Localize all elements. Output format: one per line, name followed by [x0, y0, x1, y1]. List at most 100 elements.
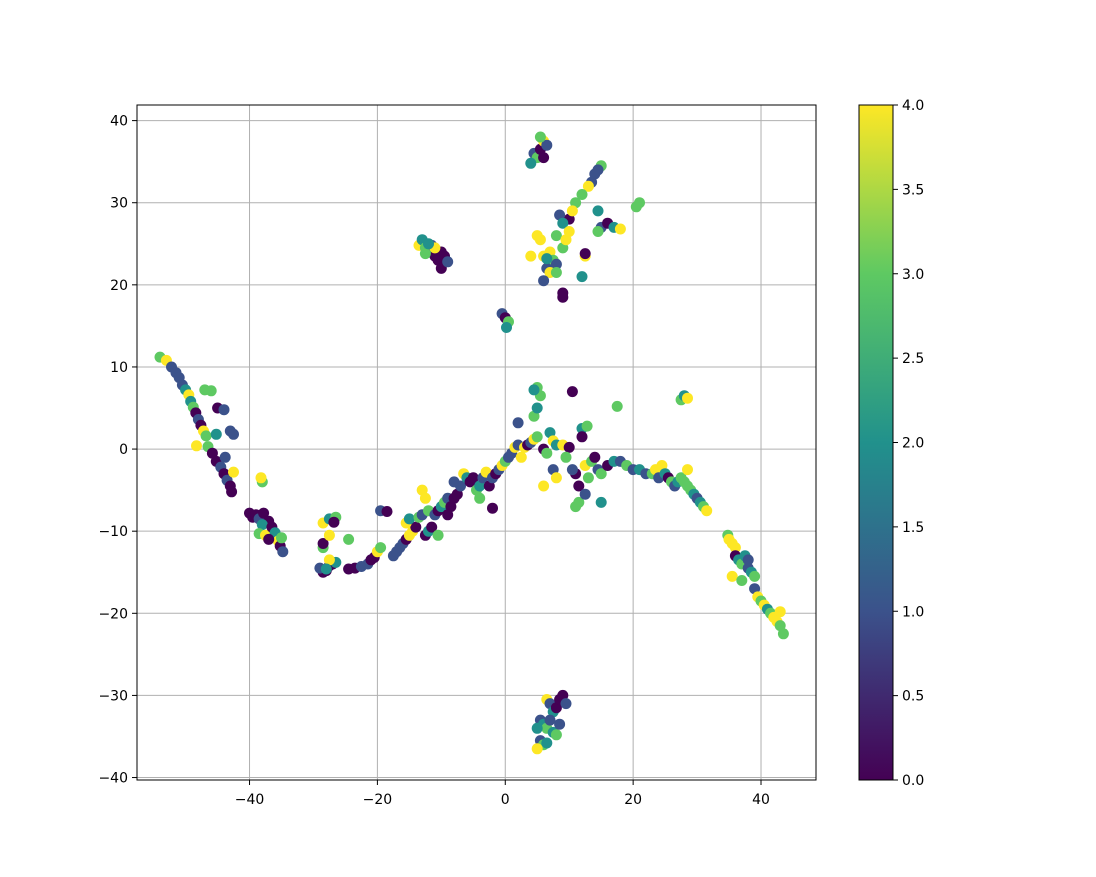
scatter-point: [582, 472, 594, 484]
scatter-point: [544, 714, 556, 726]
scatter-point: [226, 486, 238, 498]
scatter-point: [576, 271, 588, 283]
scatter-point: [538, 480, 550, 492]
scatter-point: [701, 505, 713, 517]
y-tick-label: −30: [98, 688, 128, 704]
y-axis: −40 −30 −20 −10 0 10 20 30 40: [98, 114, 137, 787]
scatter-point: [528, 384, 540, 396]
scatter-point: [531, 431, 543, 443]
x-tick-label: 40: [752, 792, 770, 808]
scatter-point: [570, 501, 582, 513]
scatter-point: [541, 737, 553, 749]
y-tick-label: 30: [110, 196, 128, 212]
scatter-point: [550, 258, 562, 270]
scatter-point: [566, 464, 578, 476]
scatter-point: [467, 472, 479, 484]
scatter-point: [534, 234, 546, 246]
colorbar-tick-label: 1.0: [902, 604, 924, 620]
colorbar-tick-label: 0.5: [902, 689, 924, 705]
scatter-point: [592, 205, 604, 217]
scatter-point: [774, 606, 786, 618]
y-tick-label: −10: [98, 524, 128, 540]
scatter-point: [554, 718, 566, 730]
scatter-point: [566, 205, 578, 217]
scatter-point: [538, 152, 550, 164]
scatter-point: [218, 404, 230, 416]
scatter-point: [455, 480, 466, 492]
scatter-point: [419, 248, 431, 260]
scatter-point: [515, 451, 527, 463]
scatter-point: [501, 322, 512, 333]
x-axis: −40 −20 0 20 40: [235, 780, 770, 808]
scatter-point: [423, 238, 434, 250]
scatter-point: [557, 291, 569, 303]
colorbar-tick-label: 2.0: [902, 436, 924, 452]
scatter-point: [560, 698, 572, 710]
scatter-point: [581, 420, 593, 432]
y-tick-label: 0: [119, 442, 128, 458]
scatter-point: [682, 464, 693, 476]
scatter-point: [579, 488, 591, 500]
scatter-point: [328, 516, 340, 528]
scatter-point: [442, 256, 454, 268]
scatter-point: [777, 628, 789, 640]
x-tick-label: 20: [624, 792, 642, 808]
colorbar-tick-label: 2.5: [902, 351, 924, 367]
colorbar-tick-label: 3.5: [902, 182, 924, 198]
colorbar-tick-label: 1.5: [902, 520, 924, 536]
scatter-point: [206, 447, 218, 459]
scatter-point: [525, 157, 537, 169]
scatter-point: [531, 402, 543, 414]
scatter-point: [550, 472, 562, 484]
scatter-point: [541, 253, 553, 265]
colorbar-tick-label: 0.0: [902, 773, 924, 789]
scatter-point: [630, 201, 642, 213]
colorbar-tick-label: 4.0: [902, 98, 924, 114]
scatter-point: [228, 466, 239, 478]
y-tick-label: −20: [98, 606, 128, 622]
scatter-point: [256, 519, 268, 531]
scatter-point: [550, 230, 562, 242]
scatter-point: [487, 502, 498, 514]
scatter-point: [258, 507, 270, 519]
colorbar-tick-label: 3.0: [902, 267, 924, 283]
scatter-point: [595, 468, 607, 480]
scatter-point: [432, 529, 444, 541]
scatter-point: [317, 538, 329, 549]
scatter-point: [219, 451, 231, 463]
scatter-point: [403, 513, 415, 525]
colorbar-axis: 0.0 0.5 1.0 1.5 2.0 2.5 3.0 3.5 4.0: [893, 98, 924, 789]
scatter-point: [474, 492, 486, 504]
scatter-point: [614, 223, 626, 235]
scatter-point: [512, 417, 524, 429]
scatter-point: [531, 722, 543, 734]
scatter-point: [560, 451, 572, 463]
x-tick-label: −20: [363, 792, 393, 808]
scatter-point: [736, 575, 748, 586]
scatter-point: [442, 509, 454, 521]
scatter-point: [541, 139, 553, 151]
scatter-point: [323, 554, 335, 566]
scatter-point: [582, 180, 594, 192]
scatter-point: [205, 385, 217, 397]
scatter-point: [589, 451, 601, 463]
plot-area: [137, 105, 816, 780]
scatter-point: [595, 496, 607, 508]
scatter-point: [276, 532, 287, 544]
scatter-point: [742, 554, 754, 566]
scatter-point: [410, 521, 422, 533]
x-tick-label: 0: [501, 792, 510, 808]
scatter-point: [381, 506, 393, 517]
scatter-point: [263, 533, 275, 545]
scatter-point: [550, 729, 562, 741]
y-tick-label: −40: [98, 771, 128, 787]
scatter-point: [525, 250, 537, 262]
scatter-point: [611, 400, 623, 412]
y-tick-label: 20: [110, 278, 128, 294]
scatter-point: [320, 563, 332, 575]
scatter-point: [544, 427, 556, 439]
scatter-point: [573, 480, 585, 492]
scatter-point: [538, 275, 550, 287]
scatter-point: [563, 226, 575, 237]
y-tick-label: 40: [110, 114, 128, 130]
